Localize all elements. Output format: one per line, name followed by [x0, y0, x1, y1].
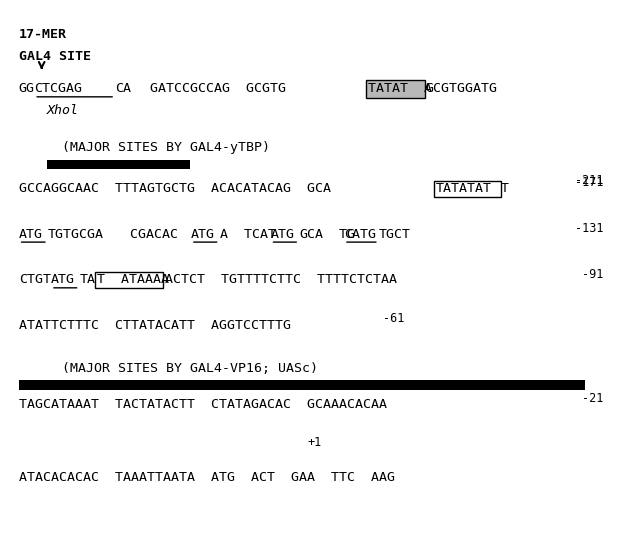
Text: -171: -171	[575, 176, 603, 189]
Text: -211: -211	[575, 174, 603, 187]
Text: (MAJOR SITES BY GAL4-VP16; UASc): (MAJOR SITES BY GAL4-VP16; UASc)	[62, 362, 318, 375]
Text: ATG: ATG	[51, 273, 75, 286]
Text: ACTCT  TGTTTTCTTC  TTTTCTCTAA: ACTCT TGTTTTCTTC TTTTCTCTAA	[165, 273, 397, 286]
Text: CA: CA	[115, 82, 131, 95]
Text: TAGCATAAAT  TACTATACTT  CTATAGACAC  GCAAACACAA: TAGCATAAAT TACTATACTT CTATAGACAC GCAAACA…	[19, 398, 387, 411]
Text: CATG: CATG	[344, 228, 376, 240]
Text: 17-MER: 17-MER	[19, 29, 67, 41]
Text: TATAT  A: TATAT A	[368, 82, 432, 95]
Text: TA: TA	[80, 273, 96, 286]
Text: TGTGCGA: TGTGCGA	[48, 228, 104, 240]
Text: TGCT: TGCT	[379, 228, 411, 240]
Bar	[434, 181, 501, 197]
Text: TCAT: TCAT	[228, 228, 276, 240]
Text: -131: -131	[575, 222, 603, 235]
Text: T  ATAAAA: T ATAAAA	[97, 273, 169, 286]
Text: GATCCGCCAG  GCGTG: GATCCGCCAG GCGTG	[134, 82, 285, 95]
Text: ATACACACAC  TAAATTAATA  ATG  ACT  GAA  TTC  AAG: ATACACACAC TAAATTAATA ATG ACT GAA TTC AA…	[19, 471, 395, 484]
Text: ATG: ATG	[271, 228, 295, 240]
Text: ATATTCTTTC  CTTATACATT  AGGTCCTTTG: ATATTCTTTC CTTATACATT AGGTCCTTTG	[19, 319, 290, 332]
Text: CTCGAG: CTCGAG	[34, 82, 82, 95]
Text: GCCAGGCAAC  TTTAGTGCTG  ACACATACAG  GCA: GCCAGGCAAC TTTAGTGCTG ACACATACAG GCA	[19, 182, 331, 195]
Text: T: T	[501, 182, 509, 195]
Bar	[95, 272, 163, 288]
Text: TG: TG	[323, 228, 355, 240]
Text: +1: +1	[308, 436, 322, 449]
Text: CGACAC: CGACAC	[114, 228, 178, 240]
Text: -21: -21	[582, 392, 603, 405]
Text: Xhol: Xhol	[47, 104, 78, 117]
Text: ATG: ATG	[191, 228, 215, 240]
Text: GAL4 SITE: GAL4 SITE	[19, 50, 91, 63]
Bar	[19, 380, 585, 390]
Text: ATG: ATG	[19, 228, 43, 240]
Text: GCGTGGATG: GCGTGGATG	[425, 82, 498, 95]
Text: A: A	[220, 228, 228, 240]
Text: -61: -61	[383, 312, 404, 325]
Text: TATATAT: TATATAT	[435, 182, 491, 195]
Text: (MAJOR SITES BY GAL4-yTBP): (MAJOR SITES BY GAL4-yTBP)	[62, 141, 270, 154]
Text: GCA: GCA	[299, 228, 323, 240]
Bar	[47, 160, 190, 169]
Bar	[366, 80, 425, 98]
Text: GG: GG	[19, 82, 35, 95]
Text: CTGT: CTGT	[19, 273, 50, 286]
Text: -91: -91	[582, 268, 603, 281]
